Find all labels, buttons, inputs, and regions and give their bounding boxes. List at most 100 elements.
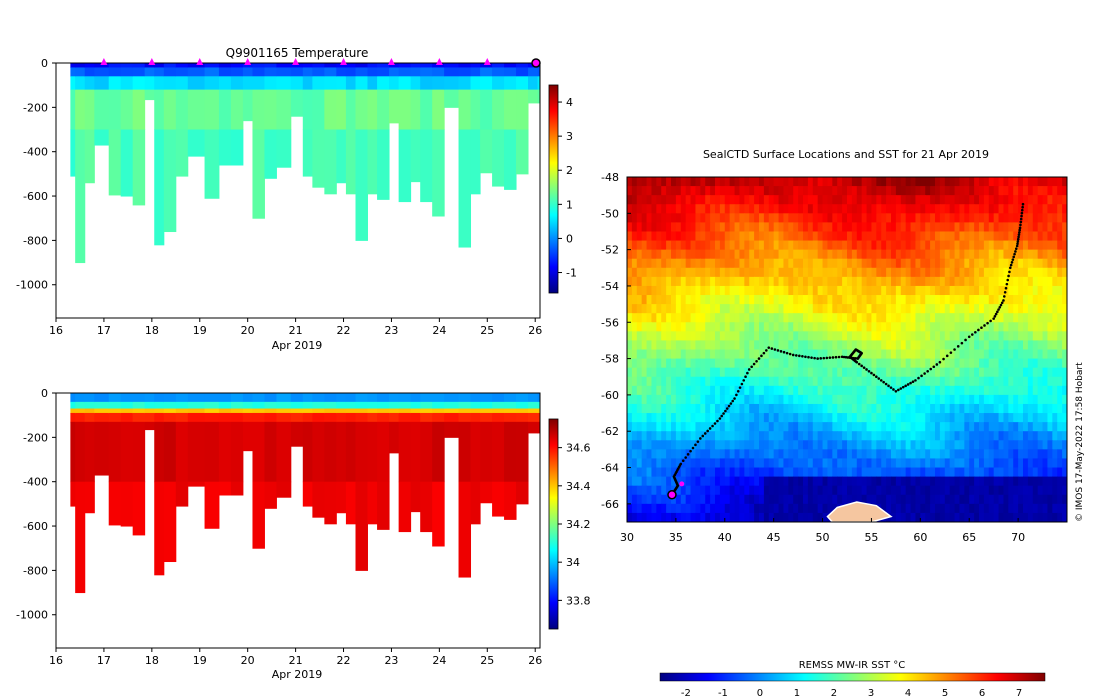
sst-cell — [881, 285, 887, 296]
sst-cell — [773, 476, 780, 487]
sst-cell — [905, 367, 912, 378]
sst-cell — [959, 213, 965, 223]
track-point — [760, 354, 763, 358]
sst-cell — [861, 213, 868, 223]
sst-cell — [734, 431, 741, 441]
profile-cell — [345, 481, 357, 525]
sst-cell — [1057, 267, 1063, 278]
sst-cell — [734, 503, 741, 514]
sst-cell — [822, 240, 829, 251]
sst-cell — [763, 276, 770, 287]
track-point — [942, 357, 945, 361]
surface-marker — [196, 58, 204, 65]
sst-cell — [759, 258, 765, 269]
sst-cell — [1047, 485, 1053, 496]
sst-cell — [783, 358, 789, 369]
profile-cell — [264, 63, 277, 68]
profile-cell — [120, 481, 134, 527]
profile-cell — [432, 421, 445, 483]
sst-cell — [1018, 440, 1024, 450]
sst-cell — [710, 358, 716, 369]
sst-cell — [793, 322, 799, 332]
sst-cell — [998, 449, 1005, 460]
sst-cell — [1008, 394, 1014, 405]
sst-cell — [1023, 467, 1029, 478]
sst-cell — [788, 376, 794, 387]
profile-cell — [444, 421, 460, 438]
sst-cell — [661, 240, 667, 251]
sst-cell — [837, 240, 843, 251]
profile-cell — [132, 401, 146, 410]
sst-cell — [1032, 295, 1039, 305]
sst-cell — [759, 413, 765, 423]
sst-cell — [842, 213, 848, 223]
sst-cell — [842, 431, 848, 441]
sst-cell — [783, 431, 789, 441]
sst-cell — [690, 376, 697, 387]
sst-cell — [983, 322, 990, 332]
sst-cell — [739, 213, 745, 223]
sst-cell — [871, 322, 877, 332]
profile-cell — [336, 408, 347, 414]
sst-cell — [988, 467, 995, 478]
sst-cell — [646, 186, 653, 196]
sst-cell — [876, 195, 882, 205]
sst-cell — [954, 349, 961, 360]
sst-cell — [861, 249, 868, 260]
sst-cell — [803, 476, 809, 487]
profile-cell — [420, 421, 433, 483]
sst-cell — [861, 313, 868, 323]
profile-cell — [377, 412, 390, 423]
sst-cell — [959, 431, 965, 441]
sst-cell — [1037, 295, 1044, 305]
sst-cell — [631, 249, 638, 260]
sst-cell — [768, 313, 775, 323]
sst-cell — [895, 340, 902, 351]
sst-cell — [1023, 331, 1029, 342]
salinity-colorbar — [548, 418, 559, 630]
sst-cell — [1018, 313, 1024, 323]
sst-cell — [993, 186, 1000, 196]
sst-cell — [925, 467, 931, 478]
sst-cell — [891, 431, 897, 441]
sst-cell — [925, 213, 931, 223]
sst-cell — [675, 204, 682, 214]
sst-cell — [773, 276, 780, 287]
profile-cell — [432, 393, 445, 403]
sst-cell — [895, 240, 902, 251]
sst-cell — [734, 258, 741, 269]
sst-cell — [744, 276, 750, 287]
sst-cell — [876, 485, 882, 496]
profile-cell — [154, 401, 165, 410]
sst-cell — [900, 413, 907, 423]
sst-cell — [974, 422, 980, 432]
track-point — [727, 404, 731, 408]
sst-cell — [1032, 385, 1039, 396]
sst-cell — [1062, 222, 1067, 233]
sst-cell — [646, 295, 653, 305]
sst-cell — [925, 494, 931, 505]
sst-cell — [783, 231, 789, 242]
sst-cell — [861, 485, 868, 496]
sst-cell — [822, 458, 829, 469]
sst-cell — [651, 204, 657, 214]
profile-cell — [537, 401, 540, 410]
sst-cell — [944, 258, 951, 269]
sst-cell — [690, 313, 697, 323]
sst-cell — [1042, 340, 1049, 351]
sst-cell — [1047, 449, 1053, 460]
profile-cell — [84, 408, 95, 414]
sst-cell — [900, 258, 907, 269]
sst-cell — [876, 431, 882, 441]
track-point — [834, 355, 838, 359]
sst-cell — [690, 485, 697, 496]
sst-cell — [631, 276, 638, 287]
profile-cell — [94, 63, 110, 68]
sst-cell — [1018, 403, 1024, 414]
sst-cell — [636, 467, 643, 478]
sst-cell — [778, 340, 785, 351]
sst-cell — [666, 467, 672, 478]
profile-cell — [312, 129, 325, 188]
sst-cell — [788, 367, 794, 378]
profile-cell — [355, 129, 368, 241]
